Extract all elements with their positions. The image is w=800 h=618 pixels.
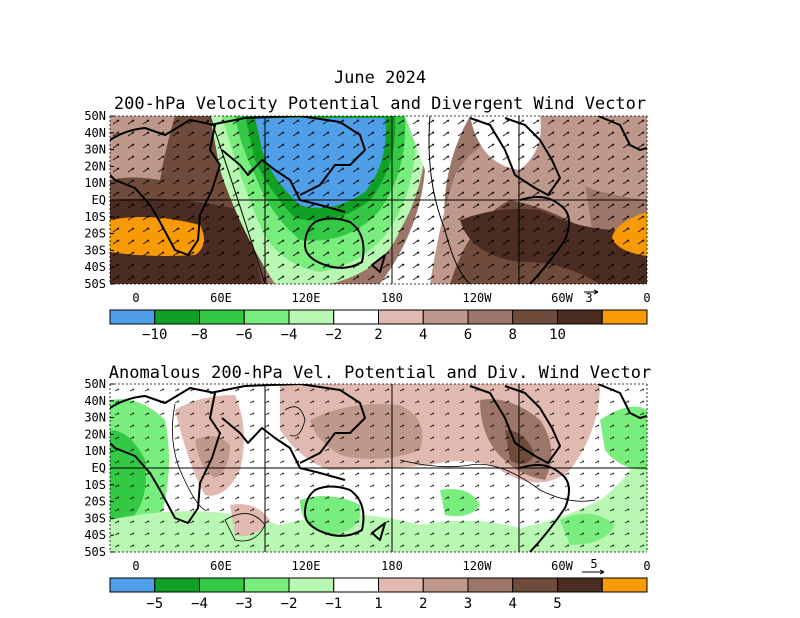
longitude-label: 0 (643, 559, 650, 573)
latitude-label: 40N (84, 394, 106, 408)
latitude-label: 30S (84, 511, 106, 525)
latitude-label: 10S (84, 210, 106, 224)
longitude-label: 120W (463, 559, 493, 573)
top-latitude-labels: 50N 40N 30N 20N 10N EQ 10S 20S 30S 40S 50S (84, 109, 114, 291)
latitude-label: EQ (92, 461, 106, 475)
colorbar-swatch (422, 577, 469, 593)
colorbar-label: 2 (374, 327, 382, 340)
colorbar-label: 1 (374, 596, 382, 612)
latitude-label: 40S (84, 528, 106, 542)
longitude-label: 60W (551, 559, 573, 573)
colorbar-swatch (109, 577, 156, 593)
top-panel-title: 200-hPa Velocity Potential and Divergent… (113, 94, 647, 114)
latitude-label: 50S (84, 545, 106, 559)
colorbar-label: −6 (236, 327, 253, 340)
longitude-label: 60E (210, 291, 232, 305)
colorbar-label: 5 (553, 596, 561, 612)
colorbar-label: 4 (509, 596, 517, 612)
latitude-label: 40N (84, 126, 106, 140)
bottom-longitude-labels: 0 60E 120E 180 120W 60W 0 (132, 559, 650, 573)
colorbar-swatch (154, 577, 200, 593)
colorbar-swatch (243, 577, 290, 593)
colorbar-label: −4 (191, 596, 208, 612)
top-colorbar: −10 −8 −6 −4 −2 2 4 6 8 10 (109, 309, 648, 340)
latitude-label: 40S (84, 260, 106, 274)
colorbar-label: −8 (191, 327, 208, 340)
colorbar-label: 3 (464, 596, 472, 612)
latitude-label: 30N (84, 143, 106, 157)
longitude-label: 60W (551, 291, 573, 305)
longitude-label: 60E (210, 559, 232, 573)
latitude-label: EQ (92, 193, 106, 207)
bottom-colorbar: −5 −4 −3 −2 −1 1 2 3 4 5 (109, 577, 648, 612)
colorbar-swatch (288, 577, 335, 593)
colorbar-swatch (467, 577, 514, 593)
latitude-label: 30S (84, 243, 106, 257)
longitude-label: 0 (643, 291, 650, 305)
colorbar-label: −2 (281, 596, 298, 612)
colorbar-swatch (378, 577, 424, 593)
latitude-label: 50S (84, 277, 106, 291)
longitude-label: 0 (132, 559, 139, 573)
latitude-label: 50N (84, 377, 106, 391)
colorbar-swatch (601, 309, 648, 325)
latitude-label: 20S (84, 495, 106, 509)
longitude-label: 180 (381, 559, 403, 573)
colorbar-swatch (512, 577, 558, 593)
top-reference-vector: 3 (584, 289, 599, 305)
latitude-label: 20N (84, 427, 106, 441)
longitude-label: 120W (463, 291, 493, 305)
top-panel: 50N 40N 30N 20N 10N EQ 10S 20S 30S 40S 50S 0 60E 120… (84, 109, 650, 340)
colorbar-swatch (557, 577, 603, 593)
colorbar-label: −4 (281, 327, 298, 340)
colorbar-label: −5 (146, 596, 163, 612)
top-longitude-labels: 0 60E 120E 180 120W 60W 0 (132, 291, 650, 305)
latitude-label: 30N (84, 411, 106, 425)
latitude-label: 20S (84, 227, 106, 241)
longitude-label: 120E (292, 559, 321, 573)
colorbar-label: 6 (464, 327, 472, 340)
colorbar-label: −1 (325, 596, 342, 612)
bottom-latitude-labels: 50N 40N 30N 20N 10N EQ 10S 20S 30S 40S 50S (84, 377, 114, 559)
colorbar-label: −3 (236, 596, 253, 612)
colorbar-swatch (199, 577, 245, 593)
colorbar-label: 4 (419, 327, 427, 340)
latitude-label: 10N (84, 444, 106, 458)
bottom-reference-vector: 5 (582, 557, 605, 575)
longitude-label: 120E (292, 291, 321, 305)
longitude-label: 180 (381, 291, 403, 305)
colorbar-label: −10 (142, 327, 167, 340)
colorbar-label: 8 (509, 327, 517, 340)
longitude-label: 0 (132, 291, 139, 305)
bottom-panel-title: Anomalous 200-hPa Vel. Potential and Div… (108, 363, 652, 383)
latitude-label: 10N (84, 176, 106, 190)
figure-title: June 2024 (333, 68, 427, 88)
colorbar-swatch (601, 577, 648, 593)
top-reference-vector-label: 3 (585, 291, 592, 305)
latitude-label: 50N (84, 109, 106, 123)
latitude-label: 10S (84, 478, 106, 492)
latitude-label: 20N (84, 159, 106, 173)
colorbar-label: 10 (549, 327, 566, 340)
bottom-reference-vector-label: 5 (590, 557, 597, 571)
colorbar-swatch (333, 577, 379, 593)
colorbar-label: −2 (325, 327, 342, 340)
colorbar-label: 2 (419, 596, 427, 612)
